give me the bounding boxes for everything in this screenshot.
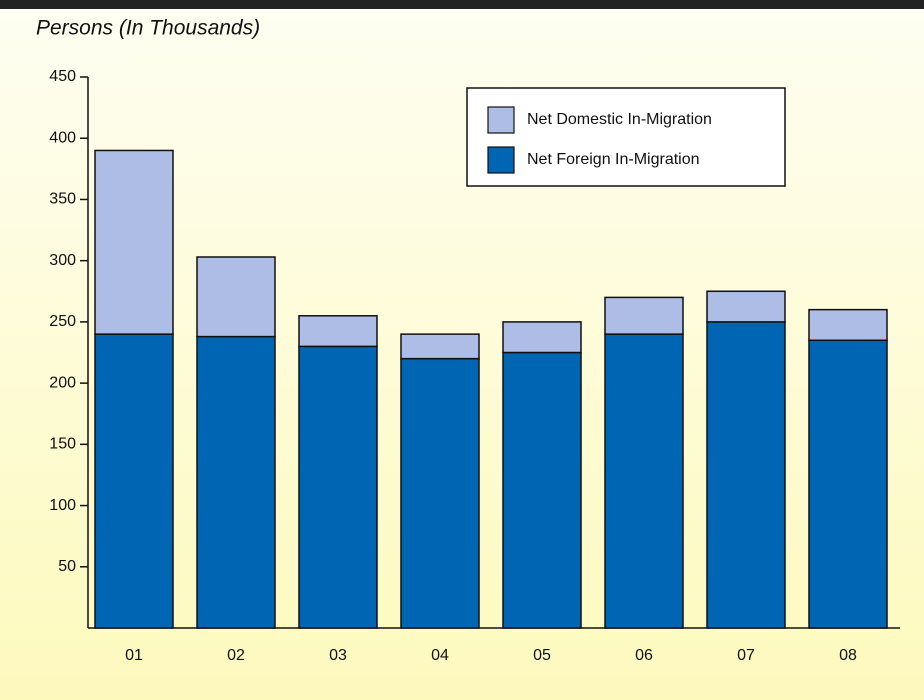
bar-segment [400,357,480,629]
bar-segment [604,333,684,629]
legend-swatch [487,106,515,134]
bar-segment [808,339,888,629]
x-tick-label: 08 [839,647,857,664]
y-tick-label: 150 [49,436,76,453]
y-tick-label: 50 [58,558,76,575]
bar-segment [94,149,174,335]
bar-segment [706,321,786,629]
x-tick-label: 04 [431,647,449,664]
y-tick-label: 200 [49,374,76,391]
bar-segment [400,333,480,360]
x-tick-label: 06 [635,647,653,664]
y-tick-label: 250 [49,313,76,330]
x-tick-label: 05 [533,647,551,664]
legend [466,87,786,187]
bar-segment [808,308,888,342]
x-tick-label: 01 [125,647,143,664]
bar-segment [196,256,276,338]
bar-segment [196,335,276,629]
y-tick-label: 350 [49,191,76,208]
bar-segment [298,315,378,348]
legend-label: Net Domestic In-Migration [527,111,712,128]
bar-segment [94,333,174,629]
x-tick-label: 02 [227,647,245,664]
y-tick-label: 450 [49,68,76,85]
legend-swatch [487,146,515,174]
legend-label: Net Foreign In-Migration [527,151,700,168]
top-strip [0,0,924,9]
bar-segment [502,321,582,354]
bar-segment [298,345,378,629]
bar-segment [604,296,684,335]
bar-segment [706,290,786,323]
x-tick-label: 07 [737,647,755,664]
y-tick-label: 400 [49,129,76,146]
y-tick-label: 100 [49,497,76,514]
chart-title: Persons (In Thousands) [36,17,260,40]
bar-segment [502,351,582,629]
x-tick-label: 03 [329,647,347,664]
y-tick-label: 300 [49,252,76,269]
